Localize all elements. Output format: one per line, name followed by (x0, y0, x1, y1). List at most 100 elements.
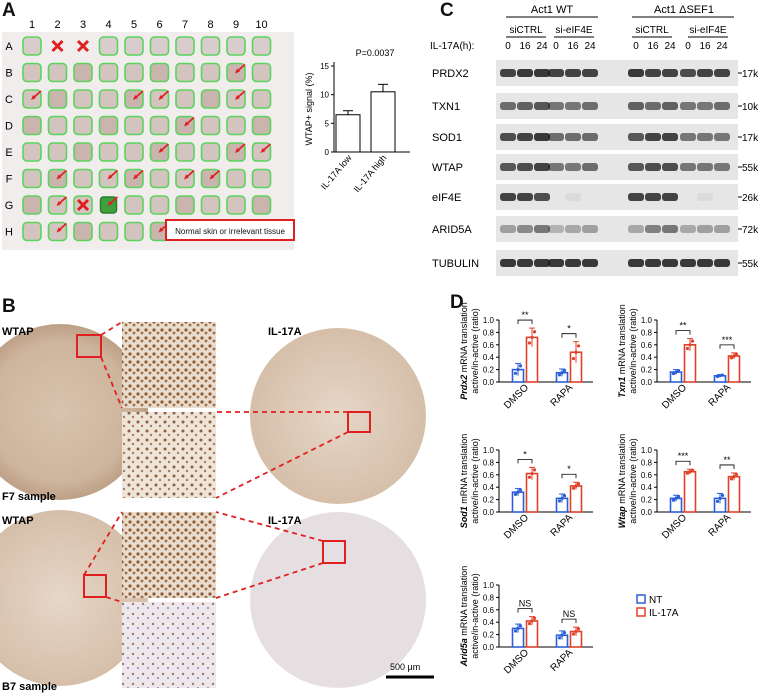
blot-band (645, 133, 661, 141)
a-y-label: WTAP+ signal (%) (304, 72, 314, 145)
blot-band (565, 259, 581, 267)
blot-band (517, 225, 533, 233)
c-time-tick: 0 (505, 41, 511, 52)
blot-band (697, 225, 713, 233)
blot-band (565, 133, 581, 141)
tma-core (98, 115, 119, 136)
blot-protein-label: PRDX2 (432, 68, 469, 80)
d-point (685, 346, 690, 351)
blot-band (662, 225, 678, 233)
blot-band (714, 259, 730, 267)
d-point (574, 350, 578, 354)
blot-band (645, 69, 661, 77)
legend-nt-swatch (636, 594, 646, 604)
blot-band (628, 133, 644, 141)
blot-band (517, 133, 533, 141)
d-point (560, 633, 564, 637)
ihc-images: WTAP IL-17A F7 sample WTAP IL-17A B7 sam… (0, 321, 434, 693)
blot-band (645, 225, 661, 233)
blot-band (534, 163, 550, 171)
tma-core (149, 62, 170, 83)
d-x-tick: RAPA (549, 647, 576, 674)
d-y-tick: 1.0 (641, 446, 653, 455)
blot-band (714, 225, 730, 233)
d-point (518, 488, 523, 492)
irrelevant-tissue-legend-box (165, 219, 295, 241)
blot-protein-label: WTAP (432, 162, 463, 174)
tma-core (226, 195, 246, 215)
blot-kd-label: 55kd (742, 163, 758, 174)
d-point (516, 626, 520, 630)
blot-band (628, 102, 644, 110)
blot-band (714, 163, 730, 171)
tma-core (175, 195, 195, 215)
tma-core (251, 168, 272, 189)
d-bar-il17a (727, 355, 741, 383)
c-time-tick: 16 (699, 41, 711, 52)
tma-core (200, 62, 221, 83)
d-significance: ** (679, 321, 687, 331)
d-point (732, 475, 736, 479)
tma-core (175, 62, 195, 83)
d-point (530, 471, 534, 476)
blot-band (662, 163, 678, 171)
d-y-tick: 0.2 (641, 496, 653, 505)
d-x-tick: RAPA (707, 512, 734, 539)
d-significance: ** (723, 455, 731, 465)
blot-protein-label: TUBULIN (432, 258, 479, 270)
chart-sod1: 0.0 0.2 0.4 0.6 0.8 1.0 Sod1 mRNA translation a… (459, 434, 593, 541)
tma-core (73, 168, 93, 189)
d-point (532, 468, 537, 472)
tma-core (98, 142, 119, 162)
f7-wtap-label: WTAP (2, 326, 34, 338)
blot-band (714, 69, 730, 77)
blot-band (517, 259, 533, 267)
blot-band (534, 225, 550, 233)
tma-core (22, 62, 42, 83)
d-point (729, 356, 734, 360)
a-x-tick: IL-17A high (352, 153, 389, 194)
d-point (532, 330, 537, 334)
d-x-tick: RAPA (549, 512, 576, 539)
a-pvalue: P=0.0037 (356, 48, 395, 58)
d-point (560, 496, 564, 500)
blot-kd-label: 72kd (742, 225, 758, 236)
d-point (574, 629, 578, 634)
d-x-tick: RAPA (549, 382, 576, 409)
b7-wtap-zoom-bottom (122, 602, 216, 688)
f7-il17a-roi-box (347, 411, 371, 433)
high-signal-arrow (31, 90, 42, 100)
b7-il17a-label: IL-17A (268, 515, 302, 527)
c-time-tick: 16 (647, 41, 659, 52)
d-legend: NT IL-17A (636, 594, 679, 619)
high-signal-arrow (235, 63, 246, 74)
d-x-tick: DMSO (660, 512, 689, 541)
blot-band (548, 69, 564, 77)
tma-core (200, 89, 221, 109)
tma-core (98, 221, 119, 242)
blot-band (517, 102, 533, 110)
tma-core (22, 115, 42, 136)
tma-row-label: G (5, 200, 14, 212)
c-time-tick: 24 (716, 41, 728, 52)
d-point (671, 371, 676, 376)
tma-core (47, 142, 68, 162)
blot-band (534, 193, 550, 201)
tma-core (124, 195, 144, 215)
high-signal-arrow (56, 196, 68, 206)
blot-band (680, 225, 696, 233)
d-y-tick: 0.8 (483, 593, 495, 602)
blot-band (714, 102, 730, 110)
f7-sample-label: F7 sample (2, 491, 56, 503)
d-y-tick: 1.0 (483, 316, 495, 325)
tma-col-label: 1 (29, 19, 35, 31)
blot-band (565, 69, 581, 77)
blot-band (517, 193, 533, 201)
d-point (532, 616, 537, 620)
high-signal-arrow (56, 222, 68, 233)
blot-band (500, 259, 516, 267)
blot-band (628, 69, 644, 77)
missing-core-x (76, 39, 90, 53)
d-point (576, 344, 581, 348)
panel-d-letter: D (450, 292, 464, 313)
